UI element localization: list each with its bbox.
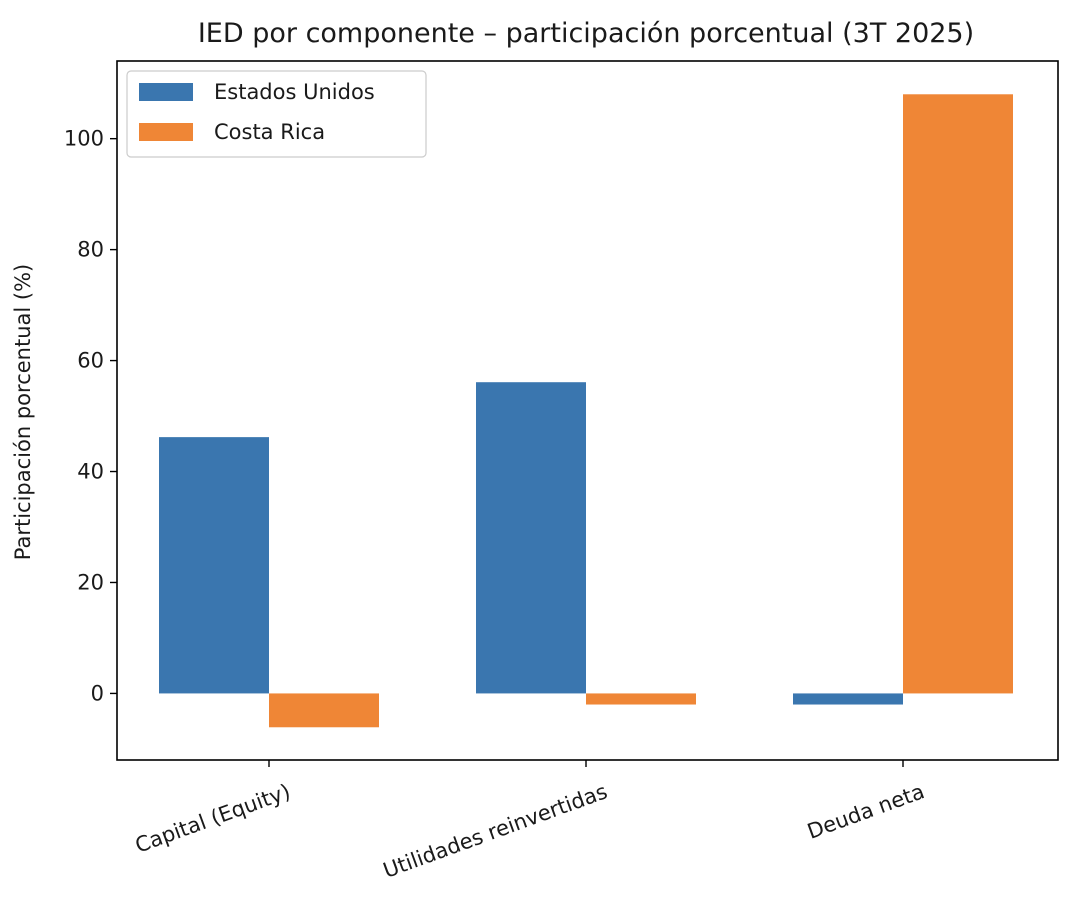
- y-tick-label: 40: [77, 460, 104, 484]
- legend-label: Costa Rica: [214, 120, 325, 144]
- chart-title: IED por componente – participación porce…: [198, 18, 974, 49]
- bar-costa-rica-3: [903, 94, 1013, 694]
- legend-swatch-costa-rica: [139, 123, 193, 141]
- y-axis-ticks: 0 20 40 60 80 100: [64, 127, 117, 705]
- y-tick-label: 0: [91, 681, 104, 705]
- y-tick-label: 60: [77, 349, 104, 373]
- y-axis-label: Participación porcentual (%): [11, 264, 35, 560]
- x-tick-label: Capital (Equity): [132, 779, 293, 857]
- y-tick-label: 100: [64, 127, 104, 151]
- bar-estados-unidos-3: [793, 693, 903, 705]
- legend-label: Estados Unidos: [214, 80, 375, 104]
- x-tick-label: Deuda neta: [804, 779, 927, 843]
- bar-estados-unidos-2: [476, 382, 586, 694]
- y-tick-label: 80: [77, 238, 104, 262]
- legend-box: [126, 70, 427, 158]
- y-tick-label: 20: [77, 570, 104, 594]
- x-axis-ticks: Capital (Equity) Utilidades reinvertidas D…: [132, 760, 927, 883]
- bar-costa-rica-2: [586, 693, 696, 705]
- legend: Estados Unidos Costa Rica: [126, 70, 427, 158]
- x-tick-label: Utilidades reinvertidas: [380, 779, 611, 882]
- bar-costa-rica-1: [269, 693, 379, 728]
- legend-swatch-estados-unidos: [139, 83, 193, 101]
- bar-estados-unidos-1: [159, 437, 269, 694]
- plot-frame: [116, 60, 1059, 761]
- bars-group: [159, 94, 1013, 728]
